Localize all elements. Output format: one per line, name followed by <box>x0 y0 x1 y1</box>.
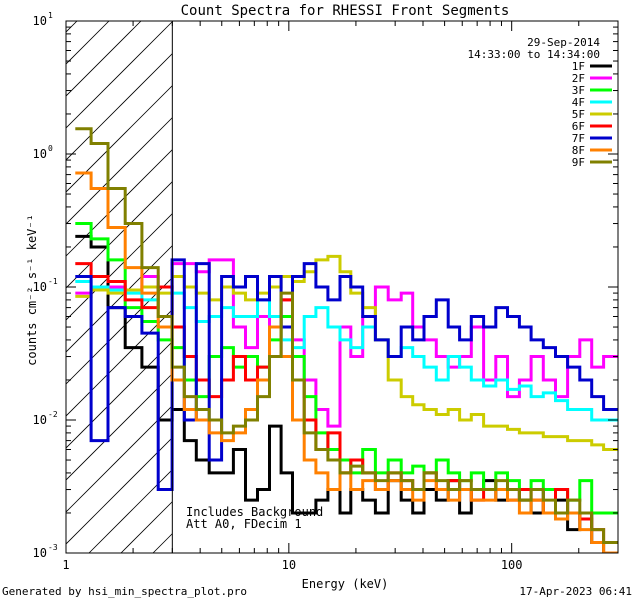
legend-label-3F: 3F <box>572 84 585 97</box>
legend-label-7F: 7F <box>572 132 585 145</box>
legend-label-9F: 9F <box>572 156 585 169</box>
y-tick-label: 10 <box>33 147 47 161</box>
y-tick-exponent: -2 <box>48 410 58 419</box>
y-tick-exponent: -3 <box>48 543 58 552</box>
y-tick-exponent: 1 <box>48 11 53 20</box>
chart-title: Count Spectra for RHESSI Front Segments <box>181 3 510 19</box>
legend-label-4F: 4F <box>572 96 585 109</box>
annotation-attenuator: Att A0, FDecim 1 <box>186 517 302 531</box>
y-tick-label: 10 <box>33 14 47 28</box>
x-axis-label: Energy (keV) <box>302 577 389 591</box>
x-tick-label: 100 <box>501 558 523 572</box>
series-9F <box>75 127 618 544</box>
hatch-line <box>66 21 238 193</box>
y-axis-label: counts cm⁻² s⁻¹ keV⁻¹ <box>25 214 39 366</box>
hatch-line <box>66 21 206 161</box>
series-8F <box>75 171 618 553</box>
y-tick-label: 10 <box>33 280 47 294</box>
legend-label-2F: 2F <box>572 72 585 85</box>
legend-label-5F: 5F <box>572 108 585 121</box>
date-label: 29-Sep-2014 <box>527 36 600 49</box>
legend-label-1F: 1F <box>572 60 585 73</box>
x-tick-labels: 1 10 100 <box>62 558 522 572</box>
axis-ticks <box>65 20 619 554</box>
time-range-label: 14:33:00 to 14:34:00 <box>468 48 600 61</box>
hatch-line <box>633 21 640 553</box>
generated-by-text: Generated by hsi_min_spectra_plot.pro <box>2 585 248 598</box>
y-tick-exponent: 0 <box>48 144 53 153</box>
annotation-background: Includes Background <box>186 505 323 519</box>
legend-label-8F: 8F <box>572 144 585 157</box>
legend-label-6F: 6F <box>572 120 585 133</box>
y-tick-exponent: -1 <box>48 277 58 286</box>
y-tick-label: 10 <box>33 546 47 560</box>
y-tick-label: 10 <box>33 413 47 427</box>
x-tick-label: 1 <box>62 558 69 572</box>
hatch-line <box>66 21 174 129</box>
footer-timestamp: 17-Apr-2023 06:41 <box>519 585 632 598</box>
series-7F <box>75 258 618 491</box>
series-lines <box>75 127 618 553</box>
x-tick-label: 10 <box>282 558 296 572</box>
